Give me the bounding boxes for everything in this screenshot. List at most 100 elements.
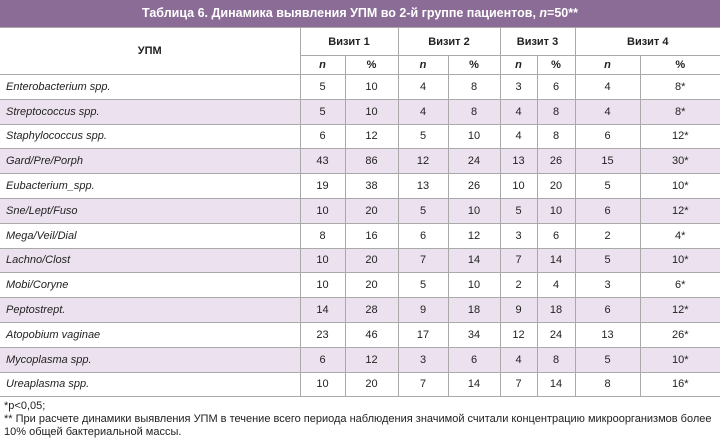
cell: 13: [499, 148, 538, 175]
subheader: %: [344, 55, 399, 75]
cell: 10*: [639, 247, 720, 274]
subheader: n: [300, 55, 346, 75]
subheader: n: [574, 55, 641, 75]
cell: 30*: [639, 148, 720, 175]
title-tail: =50**: [547, 6, 578, 20]
cell: 4: [397, 74, 449, 100]
cell: 2: [499, 272, 538, 299]
row-label: Peptostrept.: [0, 297, 301, 323]
data-row: Gard/Pre/Porph 43 86 12 24 13 26 15 30*: [0, 148, 720, 175]
data-row: Staphylococcus spp. 6 12 5 10 4 8 6 12*: [0, 123, 720, 150]
row-header: УПМ: [0, 27, 301, 75]
cell: 18: [536, 297, 576, 323]
cell: 20: [344, 197, 399, 224]
cell: 8: [536, 346, 576, 373]
cell: 16*: [639, 371, 720, 398]
footnote: *p<0,05;: [4, 400, 46, 413]
data-row: Peptostrept. 14 28 9 18 9 18 6 12*: [0, 297, 720, 323]
data-row: Eubacterium_spp. 19 38 13 26 10 20 5 10*: [0, 173, 720, 199]
cell: 24: [447, 148, 501, 175]
cell: 6: [536, 74, 576, 100]
cell: 14: [447, 247, 501, 274]
subheader: %: [639, 55, 720, 75]
cell: 4: [499, 98, 538, 125]
cell: 38: [344, 173, 399, 199]
cell: 10*: [639, 346, 720, 373]
cell: 5: [499, 197, 538, 224]
cell: 8: [536, 123, 576, 150]
cell: 10: [299, 197, 346, 224]
cell: 3: [499, 74, 538, 100]
row-label: Streptococcus spp.: [0, 98, 301, 125]
table: УПМ Визит 1 Визит 2 Визит 3 Визит 4 n% n% n% n% …: [0, 27, 720, 398]
cell: 7: [397, 247, 449, 274]
cell: 6: [536, 222, 576, 249]
cell: 43: [299, 148, 346, 175]
data-row: Sne/Lept/Fuso 10 20 5 10 5 10 6 12*: [0, 197, 720, 224]
cell: 14: [299, 297, 346, 323]
row-label: Lachno/Clost: [0, 247, 301, 274]
cell: 4*: [639, 222, 720, 249]
cell: 20: [344, 371, 399, 398]
cell: 4: [574, 74, 641, 100]
data-row: Mycoplasma spp. 6 12 3 6 4 8 5 10*: [0, 346, 720, 373]
cell: 12: [344, 123, 399, 150]
cell: 20: [536, 173, 576, 199]
data-row: Atopobium vaginae 23 46 17 34 12 24 13 26*: [0, 321, 720, 348]
cell: 6: [574, 123, 641, 150]
cell: 10: [299, 272, 346, 299]
row-label: Atopobium vaginae: [0, 321, 301, 348]
cell: 86: [344, 148, 399, 175]
cell: 6: [299, 346, 346, 373]
cell: 5: [397, 272, 449, 299]
cell: 8: [574, 371, 641, 398]
cell: 8: [447, 98, 501, 125]
title-n: n: [539, 6, 548, 20]
data-row: Lachno/Clost 10 20 7 14 7 14 5 10*: [0, 247, 720, 274]
cell: 20: [344, 272, 399, 299]
cell: 6: [299, 123, 346, 150]
title-bar: Таблица 6. Динамика выявления УПМ во 2-й…: [0, 0, 720, 27]
cell: 3: [574, 272, 641, 299]
cell: 4: [536, 272, 576, 299]
cell: 23: [299, 321, 346, 348]
cell: 10: [447, 197, 501, 224]
data-row: Enterobacterium spp. 5 10 4 8 3 6 4 8*: [0, 74, 720, 100]
row-label: Gard/Pre/Porph: [0, 148, 301, 175]
cell: 10: [299, 371, 346, 398]
cell: 12: [344, 346, 399, 373]
cell: 14: [536, 247, 576, 274]
data-row: Streptococcus spp. 5 10 4 8 4 8 4 8*: [0, 98, 720, 125]
cell: 12*: [639, 197, 720, 224]
cell: 17: [397, 321, 449, 348]
cell: 13: [397, 173, 449, 199]
cell: 5: [397, 123, 449, 150]
cell: 4: [499, 346, 538, 373]
cell: 28: [344, 297, 399, 323]
cell: 7: [499, 247, 538, 274]
row-label: Eubacterium_spp.: [0, 173, 301, 199]
header-row: УПМ Визит 1 Визит 2 Визит 3 Визит 4: [0, 27, 720, 75]
row-label: Enterobacterium spp.: [0, 74, 301, 100]
cell: 9: [397, 297, 449, 323]
visit-header: Визит 1: [299, 27, 399, 56]
subheader: %: [536, 55, 576, 75]
cell: 8*: [639, 98, 720, 125]
cell: 10: [447, 272, 501, 299]
footnote: ** При расчете динамики выявления УПМ в …: [4, 413, 712, 439]
cell: 18: [447, 297, 501, 323]
cell: 12*: [639, 297, 720, 323]
cell: 8: [536, 98, 576, 125]
cell: 2: [574, 222, 641, 249]
cell: 9: [499, 297, 538, 323]
cell: 10*: [639, 173, 720, 199]
cell: 8: [447, 74, 501, 100]
row-label: Sne/Lept/Fuso: [0, 197, 301, 224]
subheader: %: [447, 55, 501, 75]
cell: 12: [447, 222, 501, 249]
cell: 14: [536, 371, 576, 398]
subheader-row: n% n% n% n%: [0, 55, 720, 75]
cell: 5: [574, 173, 641, 199]
cell: 26: [536, 148, 576, 175]
cell: 12: [397, 148, 449, 175]
